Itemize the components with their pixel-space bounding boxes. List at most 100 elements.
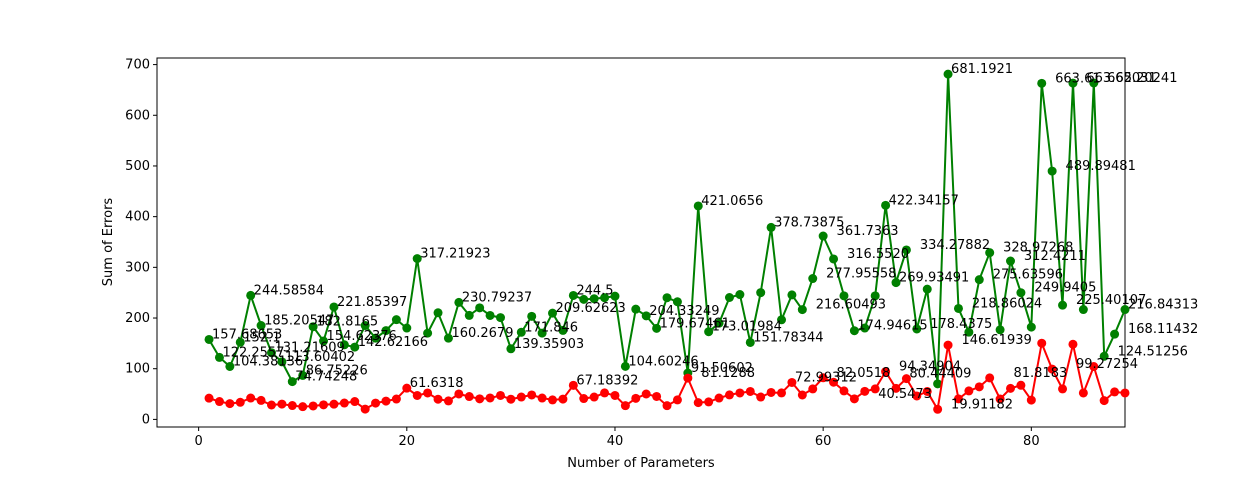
data-label: 67.18392	[576, 373, 638, 388]
data-point	[277, 357, 287, 367]
data-point	[870, 291, 880, 301]
data-label: 91.50602	[691, 361, 753, 376]
data-label: 86.75226	[306, 363, 368, 378]
data-point	[1016, 380, 1026, 390]
data-point	[901, 374, 911, 384]
data-point	[485, 310, 495, 320]
data-label: 81.8183	[1014, 366, 1068, 381]
data-point	[256, 395, 266, 405]
data-point	[818, 231, 828, 241]
data-point	[714, 318, 724, 328]
y-axis-ticks: 0 100 200 300 400 500 600 700	[125, 58, 157, 427]
data-point	[995, 394, 1005, 404]
data-point	[537, 328, 547, 338]
data-label: 221.85397	[337, 295, 407, 310]
data-point	[350, 342, 360, 352]
data-label: 40.5473	[878, 387, 932, 402]
data-label: 171.846	[524, 320, 578, 335]
data-point	[766, 387, 776, 397]
data-point	[672, 395, 682, 405]
data-point	[818, 373, 828, 383]
data-label: 378.73875	[774, 215, 844, 230]
data-point	[360, 321, 370, 331]
data-label: 230.79237	[462, 290, 532, 305]
data-label: 489.89481	[1066, 159, 1136, 174]
y-tick-label: 200	[125, 311, 150, 326]
x-tick-label: 60	[815, 434, 832, 449]
data-point	[516, 327, 526, 337]
data-point	[360, 404, 370, 414]
data-point	[943, 340, 953, 350]
data-point	[672, 297, 682, 307]
data-point	[610, 291, 620, 301]
data-point	[891, 383, 901, 393]
data-point	[287, 377, 297, 387]
data-point	[724, 390, 734, 400]
data-point	[319, 400, 329, 410]
data-point	[756, 392, 766, 402]
data-point	[298, 402, 308, 412]
data-point	[1089, 78, 1099, 88]
data-label: 113.60402	[285, 350, 355, 365]
data-point	[849, 394, 859, 404]
data-point	[620, 361, 630, 371]
data-label: 249.9405	[1034, 281, 1096, 296]
data-point	[881, 367, 891, 377]
data-label: 168.11432	[1128, 322, 1198, 337]
data-point	[641, 311, 651, 321]
data-label: 663.62031	[1086, 71, 1156, 86]
data-label: 104.60246	[628, 354, 698, 369]
y-axis-label: Sum of Errors	[101, 198, 116, 287]
data-label: 80.44409	[909, 367, 971, 382]
data-point	[985, 373, 995, 383]
data-point	[870, 384, 880, 394]
data-point	[829, 254, 839, 264]
data-point	[808, 274, 818, 284]
data-point	[381, 326, 391, 336]
data-label: 361.7363	[837, 224, 899, 239]
data-label: 218.86024	[972, 296, 1042, 311]
data-point	[246, 290, 256, 300]
data-point	[933, 404, 943, 414]
data-point	[620, 401, 630, 411]
data-point	[704, 327, 714, 337]
data-point	[797, 305, 807, 315]
series-1	[204, 338, 1130, 414]
data-point	[287, 401, 297, 411]
data-point	[922, 386, 932, 396]
data-point	[881, 200, 891, 210]
data-point	[1058, 300, 1068, 310]
data-point	[610, 390, 620, 400]
data-point	[298, 370, 308, 380]
data-label: 72.99312	[795, 370, 857, 385]
data-point	[266, 400, 276, 410]
data-label: 19.91182	[951, 397, 1013, 412]
plot-area	[156, 57, 1126, 428]
data-point	[391, 315, 401, 325]
data-label: 681.1921	[951, 62, 1013, 77]
data-point	[589, 392, 599, 402]
data-point	[402, 383, 412, 393]
data-point	[443, 333, 453, 343]
data-point	[693, 398, 703, 408]
data-point	[204, 334, 214, 344]
data-point	[1006, 256, 1016, 266]
data-label: 94.34904	[899, 360, 961, 375]
data-point	[214, 352, 224, 362]
data-label: 422.34157	[889, 193, 959, 208]
data-point	[787, 377, 797, 387]
data-point	[1099, 351, 1109, 361]
data-label: 151.78344	[753, 330, 823, 345]
data-label: 312.4211	[1024, 249, 1086, 264]
data-point	[339, 398, 349, 408]
data-point	[589, 294, 599, 304]
data-label: 665.20241	[1107, 71, 1177, 86]
data-label: 131.21609	[274, 341, 344, 356]
data-label: 173.01984	[712, 320, 782, 335]
data-point	[579, 394, 589, 404]
data-point	[943, 69, 953, 79]
data-point	[568, 290, 578, 300]
data-point	[329, 399, 339, 409]
data-point	[568, 380, 578, 390]
